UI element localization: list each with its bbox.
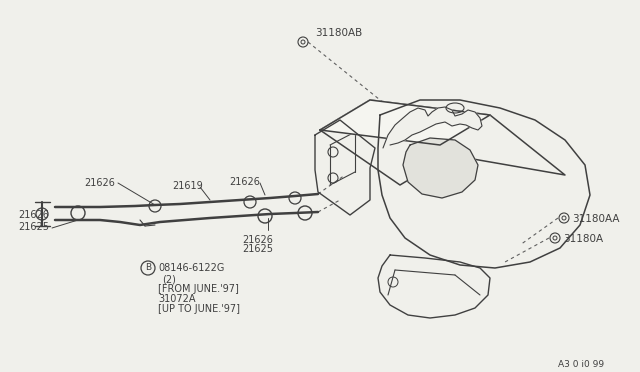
Polygon shape bbox=[320, 100, 490, 145]
Text: 31180AB: 31180AB bbox=[315, 28, 362, 38]
Polygon shape bbox=[370, 100, 565, 175]
Polygon shape bbox=[378, 255, 490, 318]
Text: 31072A: 31072A bbox=[158, 294, 195, 304]
Polygon shape bbox=[378, 100, 590, 268]
Text: 21625: 21625 bbox=[243, 244, 273, 254]
Text: 21626: 21626 bbox=[84, 178, 115, 188]
Text: A3 0 i0 99: A3 0 i0 99 bbox=[558, 360, 604, 369]
Text: [UP TO JUNE.'97]: [UP TO JUNE.'97] bbox=[158, 304, 240, 314]
Text: [FROM JUNE.'97]: [FROM JUNE.'97] bbox=[158, 284, 239, 294]
Polygon shape bbox=[320, 100, 450, 185]
Text: 31180AA: 31180AA bbox=[572, 214, 620, 224]
Text: 21626: 21626 bbox=[18, 210, 49, 220]
Text: (2): (2) bbox=[162, 274, 176, 284]
Text: 21625: 21625 bbox=[18, 222, 49, 232]
Polygon shape bbox=[403, 138, 478, 198]
Text: 21619: 21619 bbox=[173, 181, 204, 191]
Polygon shape bbox=[383, 107, 482, 148]
Text: 31180A: 31180A bbox=[563, 234, 603, 244]
Polygon shape bbox=[315, 120, 375, 215]
Text: 21626: 21626 bbox=[230, 177, 260, 187]
Text: 21626: 21626 bbox=[243, 235, 273, 245]
Text: B: B bbox=[145, 263, 151, 273]
Text: 08146-6122G: 08146-6122G bbox=[158, 263, 225, 273]
